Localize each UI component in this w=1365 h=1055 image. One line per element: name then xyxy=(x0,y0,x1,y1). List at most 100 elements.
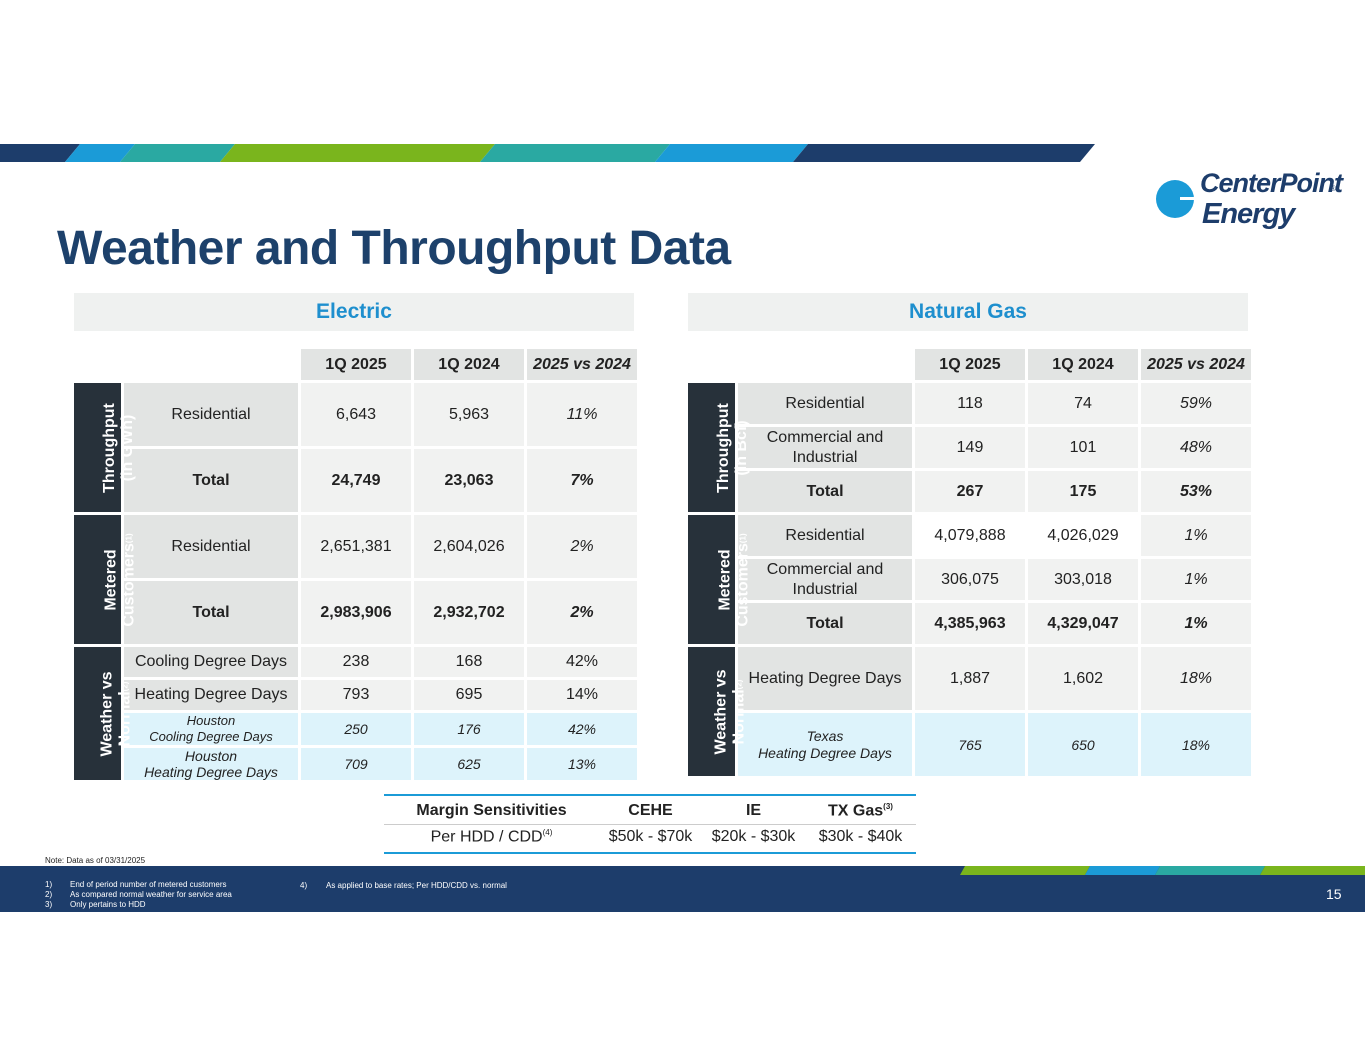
table-cell: 149 xyxy=(915,427,1025,468)
gas-throughput-group-label: Throughput (in Bcf) xyxy=(688,383,750,512)
electric-col-header: 1Q 2025 xyxy=(301,349,411,380)
footnote-text: As applied to base rates; Per HDD/CDD vs… xyxy=(326,881,507,890)
table-cell: 2,651,381 xyxy=(301,515,411,578)
electric-col-header: 2025 vs 2024 xyxy=(527,349,637,380)
table-cell: 4,079,888 xyxy=(915,515,1025,556)
table-cell: 24,749 xyxy=(301,449,411,512)
table-cell: 4,026,029 xyxy=(1028,515,1138,556)
table-cell: 48% xyxy=(1141,427,1251,468)
table-cell: 1,602 xyxy=(1028,647,1138,710)
table-cell: 2,932,702 xyxy=(414,581,524,644)
table-cell: 2,604,026 xyxy=(414,515,524,578)
table-cell: 18% xyxy=(1141,647,1251,710)
gas-col-header: 1Q 2024 xyxy=(1028,349,1138,380)
table-cell: 695 xyxy=(414,680,524,710)
footnote-number: 4) xyxy=(300,881,308,890)
table-cell: 59% xyxy=(1141,383,1251,424)
table-row-label: Total xyxy=(124,581,298,644)
table-cell: 250 xyxy=(301,713,411,745)
table-row-label: Total xyxy=(124,449,298,512)
table-cell: 6,643 xyxy=(301,383,411,446)
table-row-label: Texas Heating Degree Days xyxy=(738,713,912,776)
centerpoint-logo: CenterPoint Energy ® xyxy=(1150,168,1350,238)
table-cell: 101 xyxy=(1028,427,1138,468)
gas-weather-group-label: Weather vs Normal(2) xyxy=(688,647,748,776)
electric-col-header: 1Q 2024 xyxy=(414,349,524,380)
table-cell: 303,018 xyxy=(1028,559,1138,600)
table-cell: 7% xyxy=(527,449,637,512)
table-row-label: Heating Degree Days xyxy=(124,680,298,710)
table-cell: 709 xyxy=(301,748,411,780)
table-row-label: Total xyxy=(738,471,912,512)
table-cell: 4,385,963 xyxy=(915,603,1025,644)
table-cell: 53% xyxy=(1141,471,1251,512)
margin-cell: $20k - $30k xyxy=(711,828,796,845)
top-color-stripe xyxy=(0,144,1095,162)
table-cell: 793 xyxy=(301,680,411,710)
footnote-text: Only pertains to HDD xyxy=(70,900,146,909)
table-cell: 5,963 xyxy=(414,383,524,446)
table-row-label: Houston Cooling Degree Days xyxy=(124,713,298,745)
table-row-label: Commercial and Industrial xyxy=(738,559,912,600)
table-cell: 168 xyxy=(414,647,524,677)
natural-gas-table: 1Q 2025 1Q 2024 2025 vs 2024 Throughput(… xyxy=(685,346,1254,779)
margin-header: IE xyxy=(745,802,762,819)
table-cell: 238 xyxy=(301,647,411,677)
gas-col-header: 2025 vs 2024 xyxy=(1141,349,1251,380)
table-cell: 175 xyxy=(1028,471,1138,512)
table-row-label: Heating Degree Days xyxy=(738,647,912,710)
table-cell: 18% xyxy=(1141,713,1251,776)
table-cell: 1% xyxy=(1141,603,1251,644)
gas-col-header: 1Q 2025 xyxy=(915,349,1025,380)
table-cell: 267 xyxy=(915,471,1025,512)
table-cell: 625 xyxy=(414,748,524,780)
page-number: 15 xyxy=(1326,886,1342,902)
table-row-label: Residential xyxy=(124,515,298,578)
table-row-label: Houston Heating Degree Days xyxy=(124,748,298,780)
margin-header-row: Margin Sensitivities CEHE IE TX Gas(3) xyxy=(384,798,916,824)
electric-weather-group-label: Weather vs Normal(2) xyxy=(74,647,134,780)
table-cell: 118 xyxy=(915,383,1025,424)
table-cell: 42% xyxy=(527,713,637,745)
table-cell: 14% xyxy=(527,680,637,710)
footnote-number: 3) xyxy=(45,900,53,909)
margin-row-label: Per HDD / CDD(4) xyxy=(430,827,553,846)
margin-sensitivities-table: Margin Sensitivities CEHE IE TX Gas(3) P… xyxy=(384,794,916,854)
table-row-label: Residential xyxy=(738,515,912,556)
table-row-label: Total xyxy=(738,603,912,644)
margin-header: Margin Sensitivities xyxy=(416,802,567,819)
logo-registered: ® xyxy=(1330,184,1336,193)
footnote-text: End of period number of metered customer… xyxy=(70,880,227,889)
table-row-label: Residential xyxy=(738,383,912,424)
table-row-label: Commercial and Industrial xyxy=(738,427,912,468)
table-row-label: Cooling Degree Days xyxy=(124,647,298,677)
electric-throughput-group-label: Throughput (in GWh) xyxy=(74,383,136,512)
table-row-label: Residential xyxy=(124,383,298,446)
table-cell: 1,887 xyxy=(915,647,1025,710)
margin-cell: $30k - $40k xyxy=(818,828,903,845)
table-cell: 4,329,047 xyxy=(1028,603,1138,644)
page-title: Weather and Throughput Data xyxy=(57,222,731,275)
table-cell: 1% xyxy=(1141,515,1251,556)
table-cell: 765 xyxy=(915,713,1025,776)
gas-metered-group-label: Metered Customers(1) xyxy=(688,515,752,644)
footnote-number: 1) xyxy=(45,880,53,889)
electric-heading: Electric xyxy=(74,293,634,331)
footnote-text: As compared normal weather for service a… xyxy=(70,890,232,899)
margin-header: CEHE xyxy=(628,802,673,819)
table-cell: 650 xyxy=(1028,713,1138,776)
table-cell: 13% xyxy=(527,748,637,780)
logo-text-line1: CenterPoint xyxy=(1200,168,1343,198)
margin-cell: $50k - $70k xyxy=(608,828,693,845)
margin-header: TX Gas(3) xyxy=(828,801,893,820)
table-cell: 23,063 xyxy=(414,449,524,512)
table-cell: 306,075 xyxy=(915,559,1025,600)
logo-text-line2: Energy xyxy=(1202,198,1295,230)
table-cell: 11% xyxy=(527,383,637,446)
table-cell: 2,983,906 xyxy=(301,581,411,644)
table-cell: 176 xyxy=(414,713,524,745)
margin-body-row: Per HDD / CDD(4) $50k - $70k $20k - $30k… xyxy=(384,824,916,850)
table-cell: 74 xyxy=(1028,383,1138,424)
table-cell: 42% xyxy=(527,647,637,677)
electric-metered-group-label: Metered Customers(1) xyxy=(74,515,138,644)
